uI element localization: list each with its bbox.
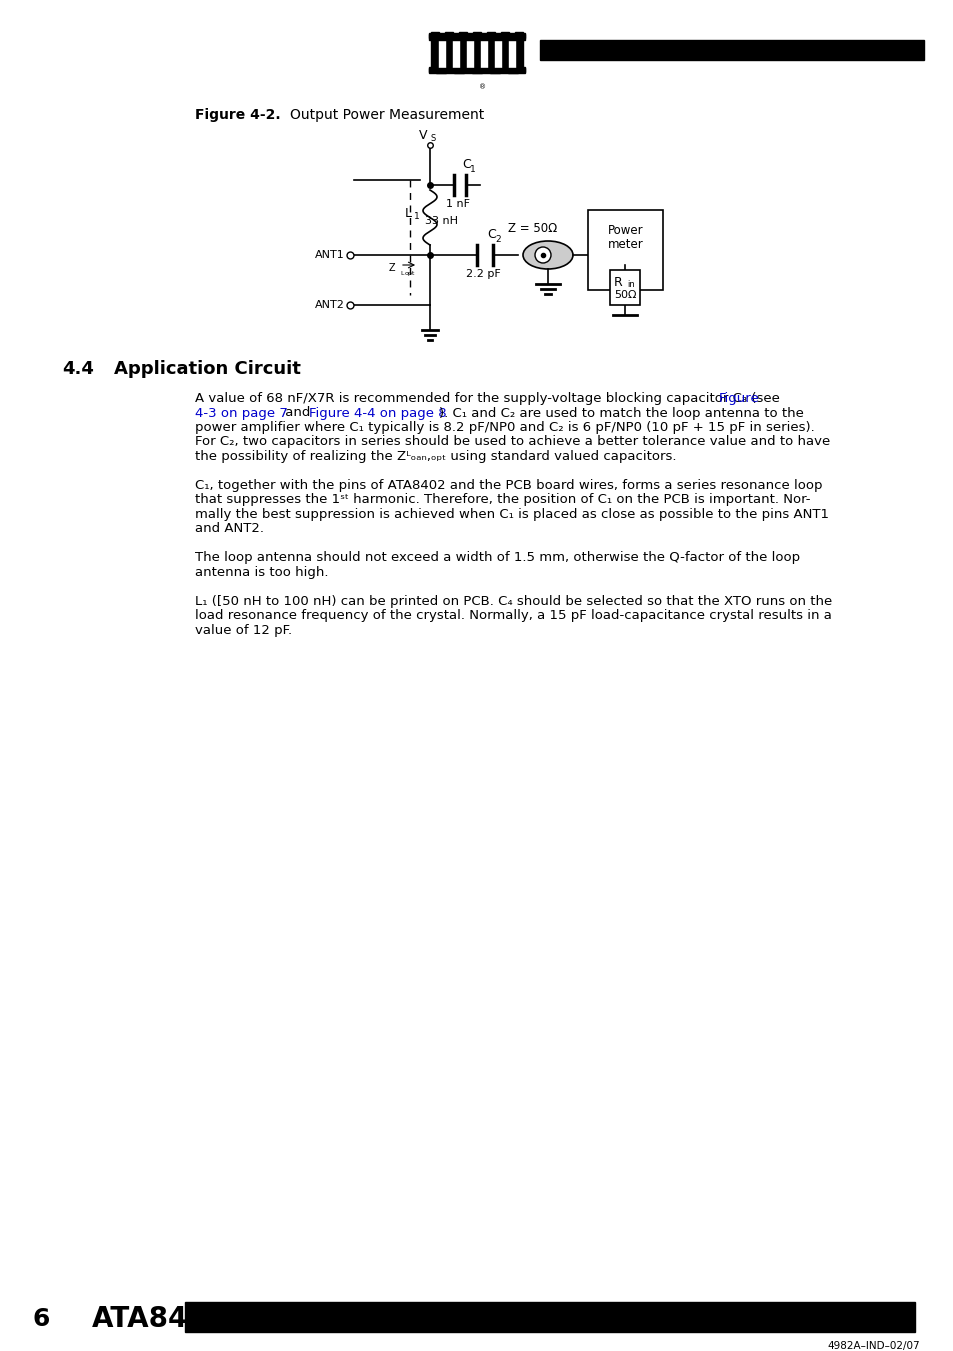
Bar — [436, 43, 446, 73]
Text: that suppresses the 1ˢᵗ harmonic. Therefore, the position of C₁ on the PCB is im: that suppresses the 1ˢᵗ harmonic. Theref… — [194, 493, 810, 507]
Text: mally the best suppression is achieved when C₁ is placed as close as possible to: mally the best suppression is achieved w… — [194, 508, 828, 521]
Bar — [486, 32, 495, 72]
Ellipse shape — [535, 247, 551, 263]
Text: in: in — [627, 280, 635, 289]
Text: C₁, together with the pins of ATA8402 and the PCB board wires, forms a series re: C₁, together with the pins of ATA8402 an… — [194, 480, 821, 492]
Text: Figure 4-2.: Figure 4-2. — [194, 108, 280, 122]
Bar — [429, 68, 524, 73]
Bar — [453, 36, 458, 72]
Bar — [515, 32, 522, 72]
Bar — [507, 43, 517, 73]
Text: 1 nF: 1 nF — [446, 199, 470, 209]
Text: For C₂, two capacitors in series should be used to achieve a better tolerance va: For C₂, two capacitors in series should … — [194, 435, 829, 449]
Bar — [473, 32, 480, 72]
Text: load resonance frequency of the crystal. Normally, a 15 pF load-capacitance crys: load resonance frequency of the crystal.… — [194, 609, 831, 623]
Bar — [444, 32, 453, 72]
Text: meter: meter — [607, 238, 642, 250]
Bar — [429, 32, 524, 38]
Text: ANT1: ANT1 — [314, 250, 345, 259]
Text: 1: 1 — [470, 165, 476, 174]
Text: antenna is too high.: antenna is too high. — [194, 566, 328, 580]
Bar — [467, 36, 473, 72]
Text: Application Circuit: Application Circuit — [113, 359, 300, 378]
Bar — [500, 32, 509, 72]
Text: Z = 50Ω: Z = 50Ω — [508, 222, 558, 235]
Text: 50Ω: 50Ω — [614, 290, 636, 300]
Bar — [539, 41, 923, 59]
Text: L: L — [405, 207, 412, 220]
Text: V: V — [418, 128, 427, 142]
Bar — [458, 32, 467, 72]
Bar — [509, 36, 515, 72]
Text: Figure: Figure — [719, 392, 759, 405]
Text: A value of 68 nF/X7R is recommended for the supply-voltage blocking capacitor C₃: A value of 68 nF/X7R is recommended for … — [194, 392, 783, 405]
Text: C: C — [486, 228, 496, 240]
Text: Power: Power — [607, 223, 642, 236]
Bar — [438, 36, 444, 72]
Text: and ANT2.: and ANT2. — [194, 523, 264, 535]
Text: value of 12 pF.: value of 12 pF. — [194, 624, 292, 638]
Text: ATA8402: ATA8402 — [91, 1305, 227, 1333]
Bar — [480, 36, 486, 72]
Bar — [427, 30, 526, 74]
Bar — [431, 32, 438, 72]
Bar — [429, 34, 524, 41]
Text: power amplifier where C₁ typically is 8.2 pF/NP0 and C₂ is 6 pF/NP0 (10 pF + 15 : power amplifier where C₁ typically is 8.… — [194, 422, 814, 434]
Bar — [490, 43, 499, 73]
Text: L: L — [399, 272, 403, 276]
Text: 2: 2 — [495, 235, 500, 245]
Text: The loop antenna should not exceed a width of 1.5 mm, otherwise the Q-factor of : The loop antenna should not exceed a wid… — [194, 551, 800, 565]
Text: L₁ ([50 nH to 100 nH) can be printed on PCB. C₄ should be selected so that the X: L₁ ([50 nH to 100 nH) can be printed on … — [194, 594, 831, 608]
Bar — [472, 43, 481, 73]
Text: ®: ® — [478, 84, 486, 91]
Text: C: C — [461, 158, 470, 172]
Text: ). C₁ and C₂ are used to match the loop antenna to the: ). C₁ and C₂ are used to match the loop … — [438, 407, 803, 420]
Bar — [454, 43, 463, 73]
Text: ANT2: ANT2 — [314, 300, 345, 309]
Bar — [495, 36, 500, 72]
Text: 4982A–IND–02/07: 4982A–IND–02/07 — [826, 1342, 919, 1351]
Bar — [610, 270, 639, 305]
Text: Figure 4-4 on page 8: Figure 4-4 on page 8 — [309, 407, 446, 420]
Bar — [587, 209, 662, 290]
Ellipse shape — [522, 240, 573, 269]
Bar — [185, 1302, 914, 1332]
Bar — [429, 68, 524, 72]
Text: Z: Z — [388, 263, 395, 273]
Text: 4-3 on page 7: 4-3 on page 7 — [194, 407, 288, 420]
Text: Output Power Measurement: Output Power Measurement — [290, 108, 484, 122]
Text: 1: 1 — [414, 212, 419, 222]
Text: S: S — [431, 134, 436, 143]
Text: 6: 6 — [32, 1306, 50, 1331]
Text: 33 nH: 33 nH — [424, 216, 457, 227]
Text: opt: opt — [405, 272, 415, 276]
Text: the possibility of realizing the Zᴸₒₐₙ,ₒₚₜ using standard valued capacitors.: the possibility of realizing the Zᴸₒₐₙ,ₒ… — [194, 450, 676, 463]
Text: 2.2 pF: 2.2 pF — [465, 269, 500, 280]
Text: and: and — [281, 407, 314, 420]
Text: 4.4: 4.4 — [62, 359, 93, 378]
Text: R: R — [613, 276, 622, 289]
